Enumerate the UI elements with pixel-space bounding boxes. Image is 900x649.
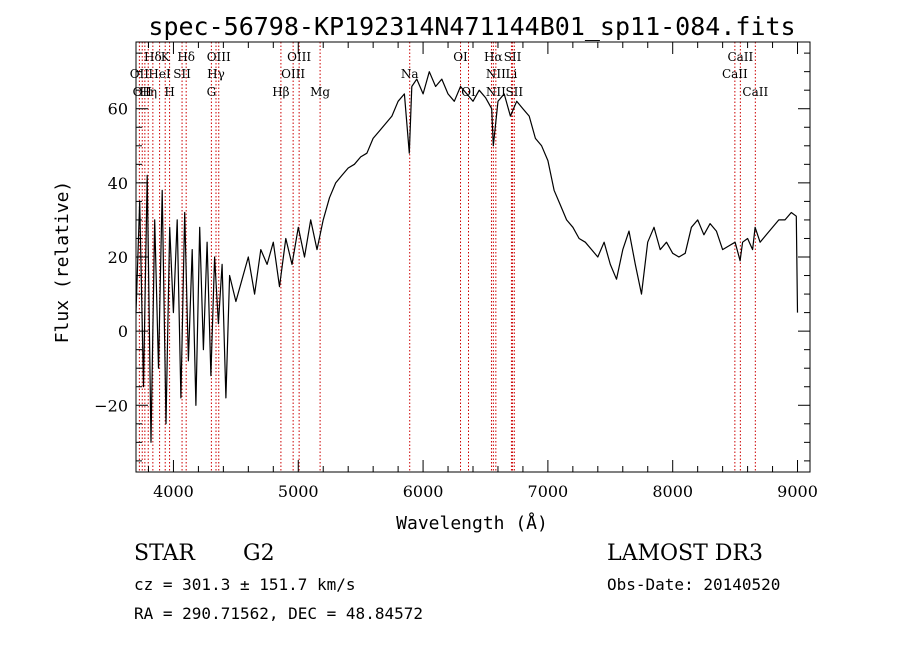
- line-label: OI: [453, 50, 468, 64]
- line-label: NII: [486, 67, 506, 81]
- line-label: CaII: [727, 50, 753, 64]
- line-label: Hα: [484, 50, 503, 64]
- line-label: K: [161, 50, 171, 64]
- line-label: Hη: [139, 85, 157, 99]
- object-class: STAR: [134, 541, 196, 566]
- y-axis-ticks: −20 0 20 40 60: [94, 52, 810, 462]
- chart-title: spec-56798-KP192314N471144B01_sp11-084.f…: [148, 12, 795, 41]
- line-label: OII: [130, 67, 150, 81]
- line-label: Hδ: [144, 50, 162, 64]
- line-label: SII: [505, 85, 523, 99]
- redshift-cz: cz = 301.3 ± 151.7 km/s: [134, 575, 356, 594]
- x-tick-label: 9000: [777, 482, 818, 501]
- line-label: HeI: [148, 67, 171, 81]
- x-tick-label: 4000: [153, 482, 194, 501]
- line-label: OIII: [207, 50, 231, 64]
- line-label: OIII: [287, 50, 311, 64]
- coordinates: RA = 290.71562, DEC = 48.84572: [134, 604, 423, 623]
- line-label: OIII: [281, 67, 305, 81]
- x-axis-ticks: 4000 5000 6000 7000 8000 9000: [147, 42, 818, 501]
- line-label: Na: [401, 67, 419, 81]
- x-tick-label: 6000: [403, 482, 444, 501]
- y-tick-label: 40: [108, 174, 128, 193]
- y-axis-label: Flux (relative): [52, 181, 73, 344]
- y-tick-label: −20: [94, 396, 128, 415]
- line-label: OI: [461, 85, 476, 99]
- line-label: Hβ: [272, 85, 289, 99]
- line-label: NII: [486, 85, 506, 99]
- line-label: CaII: [742, 85, 768, 99]
- line-label: H: [164, 85, 174, 99]
- spectrum-layer: [135, 71, 799, 443]
- spectrum-line: [135, 71, 799, 443]
- line-label: SII: [173, 67, 191, 81]
- object-subclass: G2: [243, 541, 275, 566]
- observation-date: Obs-Date: 20140520: [607, 575, 780, 594]
- line-label: Hγ: [207, 67, 225, 81]
- y-tick-label: 60: [108, 100, 128, 119]
- survey-name: LAMOST DR3: [607, 541, 763, 566]
- line-label: G: [207, 85, 217, 99]
- y-tick-label: 0: [118, 322, 128, 341]
- x-axis-label: Wavelength (Å): [396, 512, 548, 534]
- line-label: CaII: [722, 67, 748, 81]
- line-label: Li: [506, 67, 518, 81]
- x-tick-label: 7000: [528, 482, 569, 501]
- line-label: OII: [133, 85, 153, 99]
- line-label: SII: [504, 50, 522, 64]
- y-tick-label: 20: [108, 248, 128, 267]
- x-tick-label: 8000: [652, 482, 693, 501]
- x-tick-label: 5000: [278, 482, 319, 501]
- line-label: Hδ: [177, 50, 195, 64]
- line-label: Mg: [310, 85, 330, 99]
- line-label-layer: OIIOIIHηHδHeIKHSIIHδGHγOIIIHβOIIIOIIIMgN…: [130, 50, 769, 99]
